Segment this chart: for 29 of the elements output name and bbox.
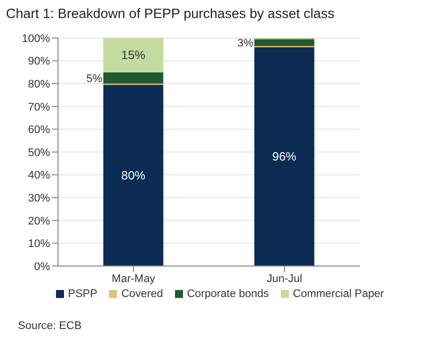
- bar: [103, 84, 164, 266]
- chart-title: Chart 1: Breakdown of PEPP purchases by asset class: [6, 6, 334, 21]
- legend-label: Covered: [121, 288, 163, 300]
- y-tick-label: 10%: [28, 238, 50, 250]
- y-tick-label: 40%: [28, 170, 50, 182]
- y-tick-label: 30%: [28, 192, 50, 205]
- bar: [254, 47, 314, 266]
- source-note: Source: ECB: [18, 320, 82, 332]
- x-tick-label: Jun-Jul: [266, 272, 302, 285]
- bar: [103, 72, 164, 84]
- y-tick-label: 80%: [28, 78, 50, 91]
- y-tick-label: 100%: [22, 32, 50, 45]
- data-label: 3%: [237, 38, 254, 50]
- bar: [103, 38, 164, 72]
- y-tick-label: 0%: [34, 260, 50, 273]
- data-label: 96%: [272, 150, 297, 164]
- legend-label: Corporate bonds: [186, 288, 269, 300]
- y-tick-label: 20%: [28, 215, 50, 228]
- bar: [254, 39, 314, 46]
- data-label: 80%: [121, 168, 146, 182]
- y-tick-label: 90%: [28, 56, 50, 68]
- legend-label: Commercial Paper: [292, 288, 384, 300]
- y-tick-label: 60%: [28, 124, 50, 136]
- data-label: 5%: [86, 72, 103, 85]
- data-label: 15%: [121, 48, 146, 62]
- x-tick-label: Mar-May: [112, 272, 156, 285]
- y-tick-label: 70%: [28, 101, 50, 114]
- legend-label: PSPP: [68, 288, 98, 300]
- y-tick-label: 50%: [28, 146, 50, 159]
